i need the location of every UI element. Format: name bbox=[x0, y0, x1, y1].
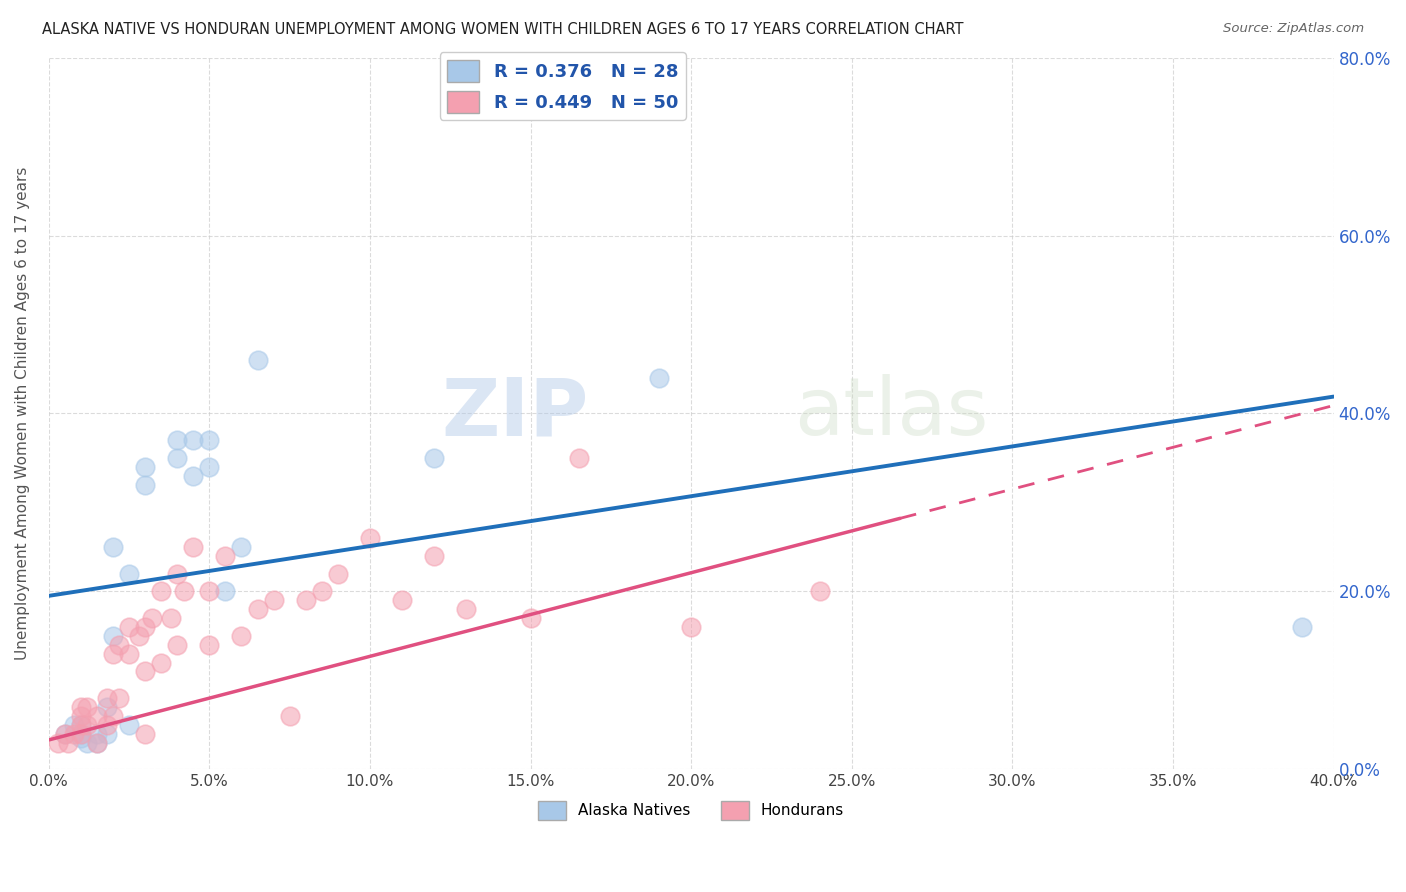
Point bbox=[70, 718, 93, 732]
Point bbox=[70, 727, 93, 741]
Point bbox=[166, 450, 188, 465]
Point bbox=[141, 611, 163, 625]
Point bbox=[96, 727, 118, 741]
Point bbox=[808, 584, 831, 599]
Point bbox=[198, 584, 221, 599]
Point bbox=[86, 709, 108, 723]
Point bbox=[101, 540, 124, 554]
Point bbox=[231, 629, 253, 643]
Legend: Alaska Natives, Hondurans: Alaska Natives, Hondurans bbox=[533, 795, 851, 826]
Point bbox=[108, 691, 131, 706]
Point bbox=[76, 700, 98, 714]
Point bbox=[166, 638, 188, 652]
Point bbox=[231, 540, 253, 554]
Point bbox=[326, 566, 349, 581]
Point bbox=[53, 727, 76, 741]
Point bbox=[150, 656, 173, 670]
Point bbox=[681, 620, 703, 634]
Text: atlas: atlas bbox=[794, 375, 988, 452]
Point bbox=[70, 709, 93, 723]
Y-axis label: Unemployment Among Women with Children Ages 6 to 17 years: Unemployment Among Women with Children A… bbox=[15, 167, 30, 660]
Point bbox=[53, 727, 76, 741]
Point bbox=[246, 602, 269, 616]
Point bbox=[86, 727, 108, 741]
Point bbox=[423, 450, 446, 465]
Point bbox=[278, 709, 301, 723]
Point bbox=[181, 540, 204, 554]
Point bbox=[63, 727, 86, 741]
Point bbox=[311, 584, 333, 599]
Point bbox=[423, 549, 446, 563]
Point bbox=[76, 736, 98, 750]
Point bbox=[246, 353, 269, 368]
Point bbox=[359, 531, 381, 545]
Point bbox=[198, 638, 221, 652]
Point bbox=[214, 584, 236, 599]
Point bbox=[391, 593, 413, 607]
Point bbox=[214, 549, 236, 563]
Point bbox=[101, 709, 124, 723]
Point bbox=[166, 566, 188, 581]
Point bbox=[263, 593, 285, 607]
Text: ALASKA NATIVE VS HONDURAN UNEMPLOYMENT AMONG WOMEN WITH CHILDREN AGES 6 TO 17 YE: ALASKA NATIVE VS HONDURAN UNEMPLOYMENT A… bbox=[42, 22, 963, 37]
Point bbox=[648, 371, 671, 385]
Point bbox=[198, 459, 221, 474]
Point bbox=[56, 736, 79, 750]
Point bbox=[48, 736, 70, 750]
Point bbox=[1291, 620, 1313, 634]
Point bbox=[70, 731, 93, 746]
Text: ZIP: ZIP bbox=[441, 375, 588, 452]
Point bbox=[96, 718, 118, 732]
Point bbox=[118, 718, 141, 732]
Point bbox=[108, 638, 131, 652]
Point bbox=[86, 736, 108, 750]
Point bbox=[70, 700, 93, 714]
Text: Source: ZipAtlas.com: Source: ZipAtlas.com bbox=[1223, 22, 1364, 36]
Point bbox=[134, 459, 156, 474]
Point bbox=[118, 566, 141, 581]
Point bbox=[86, 736, 108, 750]
Point bbox=[118, 620, 141, 634]
Point bbox=[181, 468, 204, 483]
Point bbox=[159, 611, 181, 625]
Point bbox=[76, 718, 98, 732]
Point bbox=[134, 727, 156, 741]
Point bbox=[128, 629, 150, 643]
Point bbox=[101, 647, 124, 661]
Point bbox=[101, 629, 124, 643]
Point bbox=[519, 611, 541, 625]
Point bbox=[63, 718, 86, 732]
Point bbox=[166, 433, 188, 447]
Point bbox=[96, 700, 118, 714]
Point bbox=[150, 584, 173, 599]
Point bbox=[456, 602, 478, 616]
Point bbox=[134, 620, 156, 634]
Point bbox=[198, 433, 221, 447]
Point bbox=[70, 727, 93, 741]
Point bbox=[568, 450, 591, 465]
Point bbox=[134, 665, 156, 679]
Point bbox=[134, 477, 156, 491]
Point bbox=[70, 718, 93, 732]
Point bbox=[118, 647, 141, 661]
Point bbox=[181, 433, 204, 447]
Point bbox=[173, 584, 195, 599]
Point bbox=[294, 593, 316, 607]
Point bbox=[96, 691, 118, 706]
